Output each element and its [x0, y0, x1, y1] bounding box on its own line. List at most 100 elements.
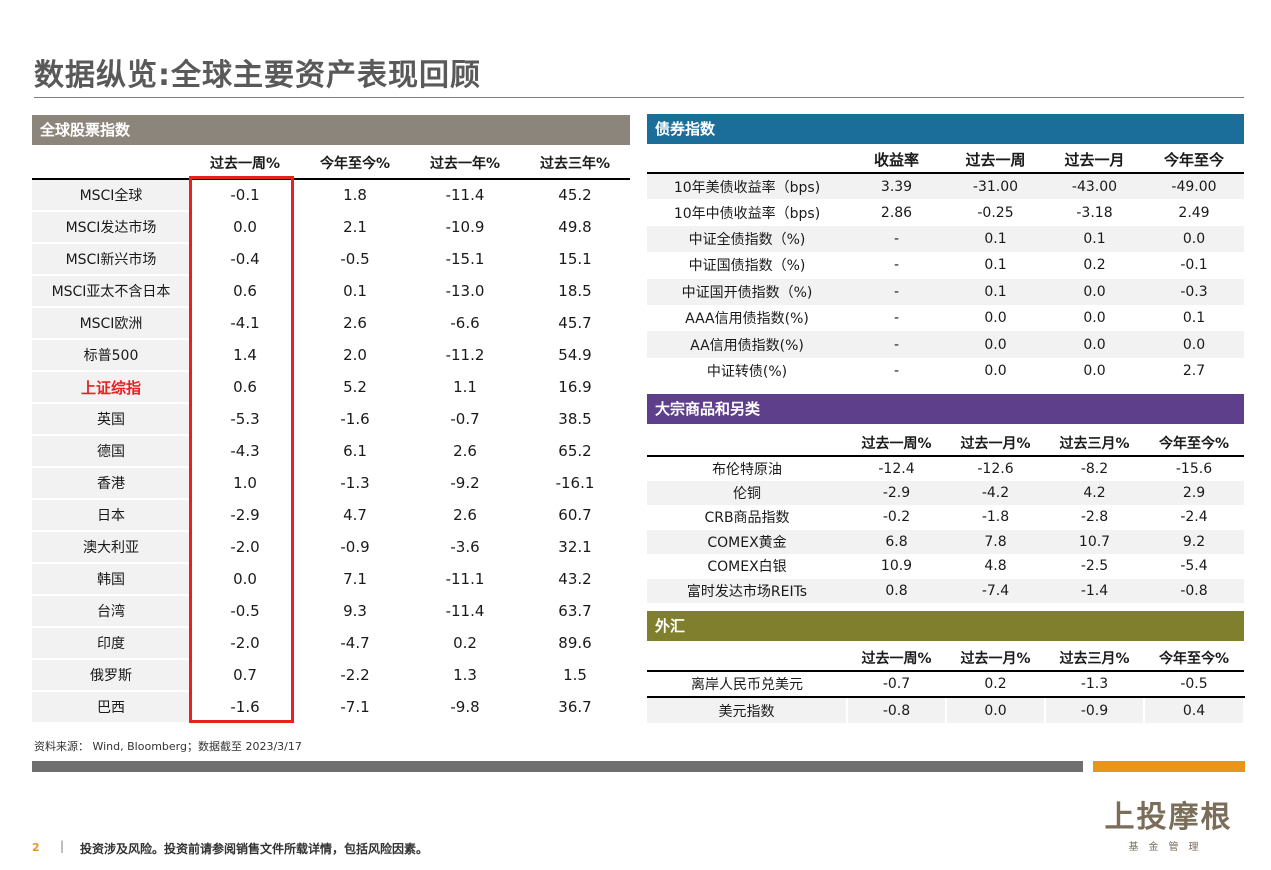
equity-cell: -4.3	[190, 435, 300, 468]
fx-cell: -0.8	[847, 697, 947, 723]
bond-cell: 0.0	[946, 357, 1045, 385]
equity-cell: -1.3	[300, 467, 410, 500]
equity-cell: 54.9	[520, 339, 630, 372]
bond-cell: 0.0	[1045, 331, 1144, 358]
bond-row-label: AAA信用债指数(%)	[647, 304, 847, 332]
equity-cell: 45.7	[520, 307, 630, 340]
equity-cell: 1.5	[520, 659, 630, 692]
bond-row: 10年美债收益率（bps) 3.39 -31.00 -43.00 -49.00	[647, 173, 1244, 200]
bond-cell: 0.0	[946, 304, 1045, 332]
bond-col-header: 过去一月	[1045, 147, 1144, 174]
fx-cell: -1.3	[1045, 671, 1144, 698]
bond-row: 中证转债(%) -0.0 0.0 2.7	[647, 357, 1244, 385]
commodities-row-label: COMEX黄金	[647, 529, 847, 554]
equity-cell: 4.7	[300, 499, 410, 532]
equity-row-label: 俄罗斯	[32, 659, 190, 692]
equity-cell: 9.3	[300, 595, 410, 628]
commodities-cell: -15.6	[1175, 460, 1213, 477]
commodities-cell: -0.8	[1144, 578, 1244, 603]
equity-cell: 2.1	[300, 211, 410, 244]
equity-row: 韩国 0.0 7.1 -11.1 43.2	[32, 563, 630, 596]
equity-row: 澳大利亚 -2.0 -0.9 -3.6 32.1	[32, 531, 630, 564]
bond-table: 收益率 过去一周 过去一月 今年至今 10年美债收益率（bps) 3.39 -31.…	[647, 147, 1244, 385]
equity-cell: 1.0	[190, 467, 300, 500]
equity-row-label: 香港	[32, 467, 190, 500]
bond-col-header: 今年至今	[1144, 147, 1244, 174]
equity-cell: -11.4	[410, 179, 520, 212]
equity-cell: -0.5	[190, 595, 300, 628]
bond-cell: 0.2	[1045, 252, 1144, 279]
commodities-cell: -7.4	[946, 578, 1045, 603]
commodities-row-label: 富时发达市场REITs	[647, 578, 847, 603]
commodities-cell: -2.5	[1080, 558, 1109, 575]
equity-cell: -15.1	[410, 243, 520, 276]
bond-row: 10年中债收益率（bps) 2.86 -0.25 -3.18 2.49	[647, 199, 1244, 226]
commodities-cell: -12.4	[878, 460, 915, 477]
bond-cell: -	[847, 357, 946, 385]
equity-row: MSCI亚太不含日本 0.6 0.1 -13.0 18.5	[32, 275, 630, 308]
equity-row: 台湾 -0.5 9.3 -11.4 63.7	[32, 595, 630, 628]
bond-row-label: 中证国开债指数（%)	[647, 278, 847, 305]
equity-cell: -3.6	[410, 531, 520, 564]
equity-cell: 0.6	[190, 275, 300, 308]
commodities-cell: -2.4	[1180, 509, 1208, 526]
bond-cell: -0.25	[946, 199, 1045, 226]
equity-cell: -11.4	[410, 595, 520, 628]
equity-cell: 45.2	[520, 179, 630, 212]
bond-row: 中证全债指数（%) -0.1 0.1 0.0	[647, 225, 1244, 253]
commodities-col-header: 过去一周%	[847, 430, 946, 457]
bond-row-label: 10年美债收益率（bps)	[647, 173, 847, 200]
data-source-note: 资料来源： Wind, Bloomberg；数据截至 2023/3/17	[34, 740, 302, 753]
fx-section-header: 外汇	[647, 611, 1244, 641]
bond-cell: 0.0	[1045, 357, 1144, 385]
equity-row: 标普500 1.4 2.0 -11.2 54.9	[32, 339, 630, 372]
commodities-cell: 9.2	[1144, 529, 1244, 554]
bond-cell: 0.1	[946, 252, 1045, 279]
fx-cell: 0.0	[946, 697, 1046, 723]
equity-cell: 5.2	[300, 371, 410, 404]
commodities-cell: 10.9	[880, 558, 913, 575]
equity-table: 过去一周% 今年至今% 过去一年% 过去三年% MSCI全球 -0.1 1.8 -11…	[32, 147, 630, 724]
equity-cell: 2.0	[300, 339, 410, 372]
equity-cell: 0.1	[300, 275, 410, 308]
equity-cell: 89.6	[520, 627, 630, 660]
page-number: 2	[32, 841, 40, 854]
equity-row: MSCI全球 -0.1 1.8 -11.4 45.2	[32, 179, 630, 212]
equity-row-label: 日本	[32, 499, 190, 532]
bond-cell: -	[847, 252, 946, 279]
bond-section-header: 债券指数	[647, 114, 1244, 144]
fx-cell: -0.9	[1045, 697, 1145, 723]
commodities-cell: -1.4	[1045, 578, 1144, 603]
equity-row-label: 台湾	[32, 595, 190, 628]
commodities-table: 过去一周% 过去一月% 过去三月% 今年至今% 布伦特原油 -12.4 -12.6 -…	[647, 430, 1244, 603]
equity-cell: -5.3	[190, 403, 300, 436]
equity-cell: -10.9	[410, 211, 520, 244]
equity-cell: -13.0	[410, 275, 520, 308]
fx-table-body: 离岸人民币兑美元 -0.7 0.2 -1.3 -0.5 美元指数 -0.8 0.0 -0.9 0.…	[647, 671, 1245, 723]
equity-cell: -1.6	[300, 403, 410, 436]
commodities-row: CRB商品指数 -0.2 -1.8 -2.8 -2.4	[647, 505, 1244, 530]
equity-table-body: MSCI全球 -0.1 1.8 -11.4 45.2 MSCI发达市场 0.0 2.1 -10.…	[32, 179, 630, 724]
commodities-row-label: 伦铜	[647, 480, 847, 505]
fx-cell: 0.2	[946, 671, 1045, 698]
bond-cell: -43.00	[1045, 173, 1144, 200]
commodities-cell: 10.7	[1045, 529, 1144, 554]
equity-cell: 2.6	[410, 435, 520, 468]
footer-bar-grey	[32, 761, 1083, 772]
commodities-cell: 4.8	[984, 558, 1007, 575]
title-divider	[34, 97, 1244, 98]
commodities-cell: 4.2	[1045, 480, 1144, 505]
equity-cell: -2.9	[190, 499, 300, 532]
commodities-row: 布伦特原油 -12.4 -12.6 -8.2 -15.6	[647, 456, 1244, 481]
equity-cell: 32.1	[520, 531, 630, 564]
equity-cell: -0.7	[410, 403, 520, 436]
equity-cell: 0.0	[190, 563, 300, 596]
equity-row-label: 上证综指	[32, 371, 190, 404]
equity-col-header: 过去三年%	[520, 147, 630, 180]
equity-row: MSCI欧洲 -4.1 2.6 -6.6 45.7	[32, 307, 630, 340]
equity-cell: 43.2	[520, 563, 630, 596]
equity-cell: -0.1	[190, 179, 300, 212]
fx-cell: -0.5	[1144, 671, 1244, 698]
commodities-cell: -2.9	[847, 480, 946, 505]
fx-row-label: 美元指数	[647, 697, 848, 723]
